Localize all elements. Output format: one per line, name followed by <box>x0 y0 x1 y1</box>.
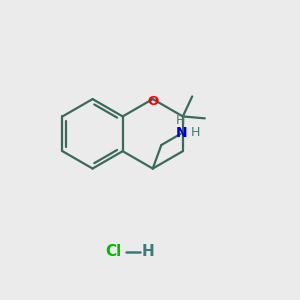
Text: O: O <box>147 95 158 108</box>
Text: Cl: Cl <box>105 244 121 259</box>
Text: H: H <box>191 126 200 139</box>
Text: H: H <box>141 244 154 259</box>
Text: N: N <box>176 126 188 140</box>
Text: H: H <box>176 114 185 127</box>
